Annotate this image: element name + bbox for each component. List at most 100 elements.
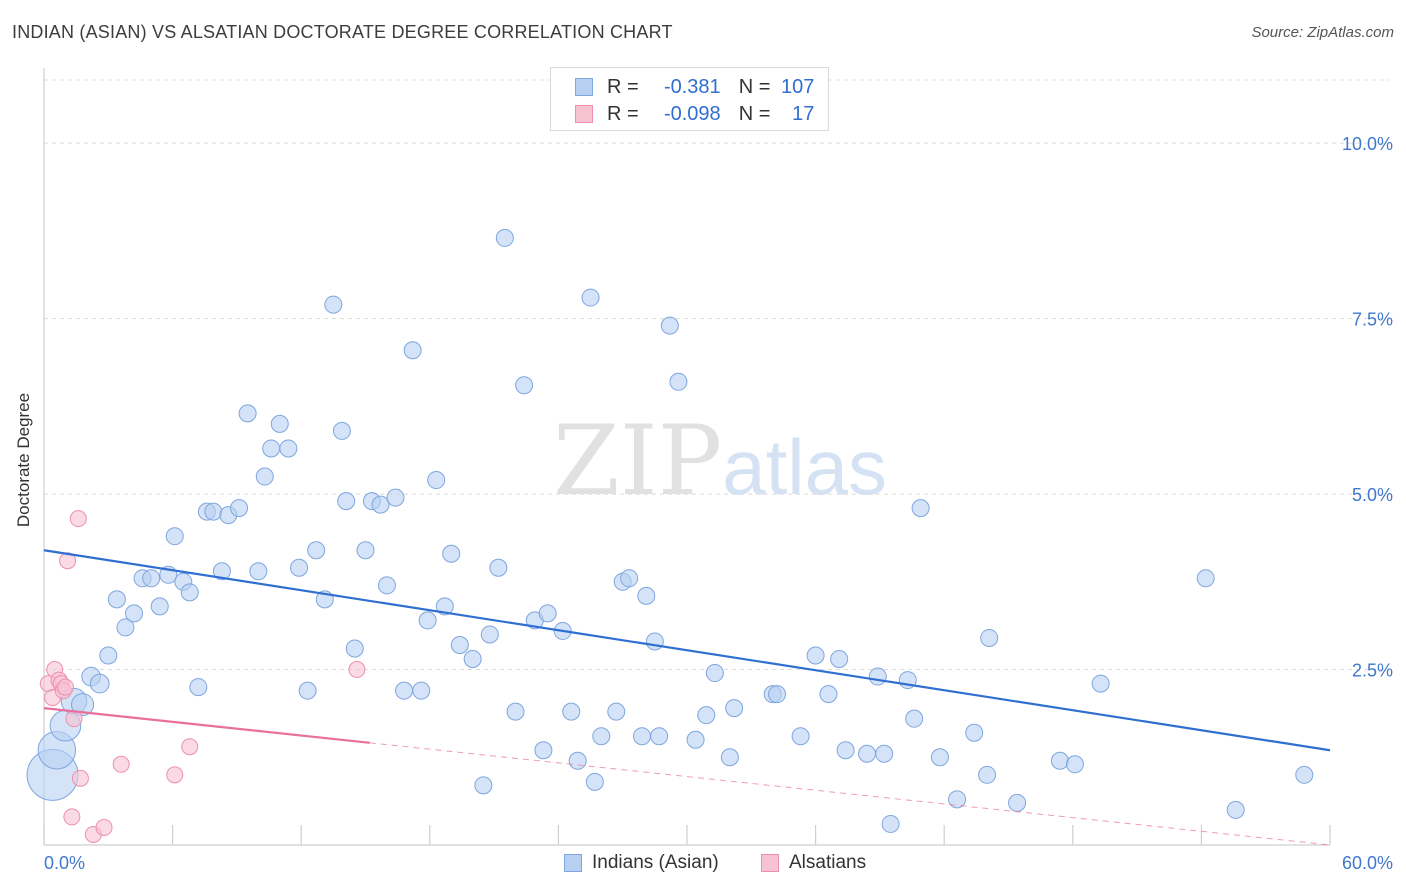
indian-point: [99, 646, 118, 665]
indian-point: [645, 632, 664, 651]
alsatian-point: [348, 661, 366, 679]
indian-point: [819, 685, 838, 704]
indian-point: [279, 439, 298, 458]
indian-point: [298, 681, 317, 700]
indian-point: [230, 499, 249, 518]
indian-point: [345, 639, 364, 658]
alsatian-point: [69, 510, 87, 528]
indian-point: [686, 730, 705, 749]
indian-point: [978, 765, 997, 784]
indian-point: [270, 414, 289, 433]
data-points: [26, 228, 1314, 843]
indian-point: [534, 741, 553, 760]
indian-point: [89, 673, 110, 694]
indian-point: [337, 492, 356, 511]
indian-point: [377, 576, 396, 595]
indian-point: [204, 502, 223, 521]
correlation-legend: R = -0.381 N = 107 R = -0.098 N = 17: [550, 67, 829, 131]
indian-point: [538, 604, 557, 623]
indian-point: [71, 693, 95, 717]
alsatian-point: [181, 738, 199, 756]
indian-point: [669, 372, 688, 391]
indian-point: [868, 667, 887, 686]
indian-point: [607, 702, 626, 721]
indian-point: [290, 558, 309, 577]
indian-point: [125, 604, 144, 623]
tick-labels: 2.5% 5.0% 7.5% 10.0% 0.0% 60.0%: [44, 134, 1393, 873]
indian-point: [725, 699, 744, 718]
bottom-legend-swatch-pink: [761, 854, 779, 872]
indian-point: [806, 646, 825, 665]
indian-point: [403, 341, 422, 360]
alsatian-point: [166, 766, 184, 784]
indian-point: [435, 597, 454, 616]
y-tick-label: 5.0%: [1352, 485, 1393, 505]
x-tick-label: 60.0%: [1342, 853, 1393, 873]
indian-point: [830, 650, 849, 669]
indian-point: [238, 404, 257, 423]
indian-point: [262, 439, 281, 458]
indian-point: [427, 471, 446, 490]
indian-point: [463, 650, 482, 669]
alsatian-point: [65, 710, 83, 728]
indian-point: [324, 295, 343, 314]
indian-point: [1295, 765, 1314, 784]
legend-r-label: R =: [607, 102, 639, 125]
indian-point: [620, 569, 639, 588]
indian-point: [165, 527, 184, 546]
y-tick-label: 10.0%: [1342, 134, 1393, 154]
bottom-legend-indians: Indians (Asian): [564, 852, 719, 874]
indian-point: [189, 678, 208, 697]
alsatian-trend-line-dashed: [369, 742, 1331, 846]
indian-point: [911, 499, 930, 518]
indian-point: [395, 681, 414, 700]
y-tick-label: 7.5%: [1352, 310, 1393, 330]
legend-n-label: N =: [738, 75, 771, 98]
indian-point: [412, 681, 431, 700]
indian-point: [791, 727, 810, 746]
source-label: Source: ZipAtlas.com: [1251, 24, 1394, 41]
indian-point: [418, 611, 437, 630]
legend-n-value: 107: [781, 75, 815, 98]
alsatian-point: [56, 678, 74, 696]
legend-n-label: N =: [738, 102, 771, 125]
alsatian-trend-line: [43, 707, 370, 744]
indian-point: [836, 741, 855, 760]
axes: [43, 68, 1331, 846]
indian-point: [705, 664, 724, 683]
legend-n-value: 17: [792, 102, 815, 125]
x-tick-label: 0.0%: [44, 853, 85, 873]
indian-point: [249, 562, 268, 581]
indian-point: [562, 702, 581, 721]
indian-point: [1065, 755, 1084, 774]
indian-point: [881, 814, 900, 833]
indian-point: [905, 709, 924, 728]
indian-point: [142, 569, 161, 588]
indian-point: [650, 727, 669, 746]
indian-point: [568, 751, 587, 770]
indian-point: [930, 748, 949, 767]
indian-point: [660, 316, 679, 335]
bottom-legend-swatch-blue: [564, 854, 582, 872]
y-tick-label: 2.5%: [1352, 661, 1393, 681]
bottom-legend-label: Alsatians: [789, 852, 867, 873]
indian-point: [450, 635, 469, 654]
alsatian-point: [71, 769, 89, 787]
indian-point: [332, 421, 351, 440]
alsatian-point: [112, 755, 130, 773]
indian-point: [386, 488, 405, 507]
chart-title: INDIAN (ASIAN) VS ALSATIAN DOCTORATE DEG…: [12, 22, 673, 42]
legend-row-indians: R = -0.381 N = 107: [575, 75, 814, 99]
legend-swatch-pink: [575, 105, 593, 123]
indian-point: [107, 590, 126, 609]
indian-point: [506, 702, 525, 721]
legend-r-label: R =: [607, 75, 639, 98]
indian-point: [1196, 569, 1215, 588]
legend-r-value: -0.381: [663, 75, 721, 98]
indian-point: [180, 583, 199, 602]
bottom-legend-label: Indians (Asian): [592, 852, 719, 873]
indian-point: [480, 625, 499, 644]
indian-point: [1226, 800, 1245, 819]
legend-row-alsatians: R = -0.098 N = 17: [575, 102, 814, 126]
